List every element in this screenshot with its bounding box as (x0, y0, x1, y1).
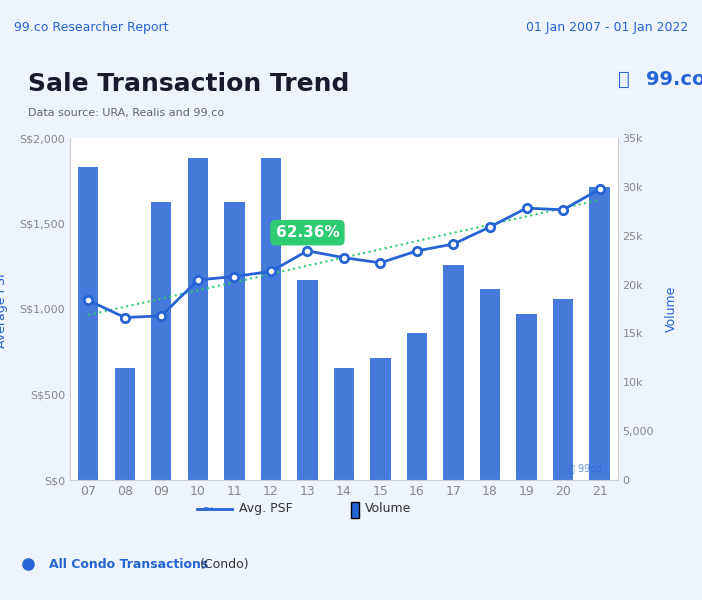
Bar (407, 334, 427, 480)
Bar (152, 202, 171, 480)
Text: 01 Jan 2007 - 01 Jan 2022: 01 Jan 2007 - 01 Jan 2022 (526, 20, 688, 34)
Bar (188, 158, 208, 480)
Text: Avg. PSF: Avg. PSF (239, 502, 293, 515)
Text: 99.co Researcher Report: 99.co Researcher Report (14, 20, 168, 34)
Bar (298, 280, 317, 480)
Text: ~: ~ (201, 502, 213, 516)
Text: 99.co: 99.co (646, 70, 702, 89)
Bar (553, 299, 573, 480)
Bar (590, 187, 609, 480)
Text: All Condo Transactions: All Condo Transactions (49, 558, 208, 571)
Bar (371, 358, 390, 480)
Y-axis label: Average PSF: Average PSF (0, 270, 8, 348)
Bar (79, 167, 98, 480)
Text: 📍 99co: 📍 99co (569, 463, 602, 473)
Text: (Condo): (Condo) (200, 558, 250, 571)
Bar (480, 289, 500, 480)
Bar (261, 158, 281, 480)
Text: Data source: URA, Realis and 99.co: Data source: URA, Realis and 99.co (28, 108, 224, 118)
Text: Volume: Volume (365, 502, 411, 515)
Text: 📍: 📍 (618, 70, 630, 89)
Bar (334, 368, 354, 480)
Bar (444, 265, 463, 480)
Text: 62.36%: 62.36% (276, 225, 339, 240)
Bar (517, 314, 536, 480)
Bar (225, 202, 244, 480)
FancyBboxPatch shape (351, 502, 359, 518)
Y-axis label: Volume: Volume (665, 286, 678, 332)
Bar (115, 368, 135, 480)
Text: Sale Transaction Trend: Sale Transaction Trend (28, 72, 350, 96)
